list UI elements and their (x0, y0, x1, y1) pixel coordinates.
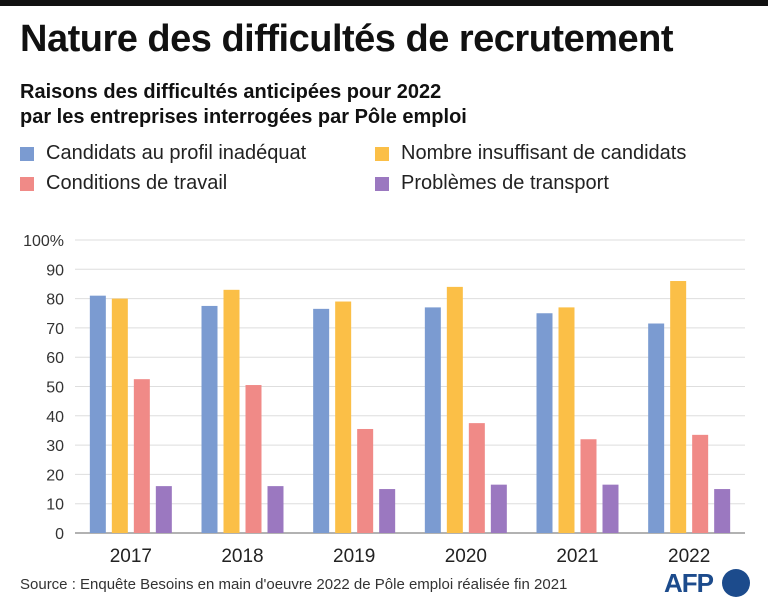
bar-2017-series-1 (111, 298, 128, 533)
bar-2020-series-1 (446, 286, 463, 533)
legend-label-transport: Problèmes de transport (401, 172, 609, 194)
bar-2019-series-0 (313, 308, 330, 533)
legend-swatch-conditions (20, 176, 34, 191)
bar-2018-series-0 (201, 305, 218, 533)
chart-title: Nature des difficultés de recrutement (20, 18, 674, 60)
y-tick-label: 90 (46, 262, 64, 279)
x-tick-label: 2017 (110, 546, 152, 567)
legend-item-conditions: Conditions de travail (20, 172, 227, 195)
bar-2022-series-0 (648, 323, 665, 533)
bar-2021-series-0 (536, 313, 553, 533)
afp-logo-text: AFP (664, 568, 714, 598)
y-tick-label: 40 (46, 409, 64, 426)
bar-2017-series-3 (155, 486, 172, 533)
legend: Candidats au profil inadéquat Nombre ins… (20, 142, 760, 202)
legend-label-conditions: Conditions de travail (46, 172, 228, 194)
bar-2022-series-1 (670, 281, 687, 533)
bar-2018-series-2 (245, 385, 262, 533)
legend-label-profil: Candidats au profil inadéquat (46, 142, 307, 164)
y-tick-label: 60 (46, 350, 64, 367)
y-tick-label: 30 (46, 438, 64, 455)
bar-chart: 0 10 20 30 40 50 60 70 80 90 100% 2017 2018 2019 2020 2… (23, 233, 745, 567)
bar-2022-series-2 (692, 434, 709, 533)
bar-2018-series-1 (223, 289, 240, 533)
subtitle-line-2: par les entreprises interrogées par Pôle… (20, 106, 467, 128)
y-tick-label: 50 (46, 380, 64, 397)
y-tick-label: 100% (23, 233, 64, 250)
legend-item-profil: Candidats au profil inadéquat (20, 142, 306, 165)
afp-logo: AFP (664, 566, 754, 602)
legend-swatch-transport (375, 176, 389, 191)
bar-2020-series-2 (468, 423, 485, 533)
legend-swatch-profil (20, 146, 34, 161)
bar-2020-series-3 (490, 484, 507, 533)
bar-2019-series-3 (379, 489, 396, 533)
bar-2019-series-1 (335, 301, 352, 533)
legend-swatch-nombre (375, 146, 389, 161)
legend-item-transport: Problèmes de transport (375, 172, 609, 195)
bar-2017-series-0 (89, 295, 106, 533)
bar-2022-series-3 (714, 489, 731, 533)
bar-2021-series-3 (602, 484, 619, 533)
y-tick-label: 80 (46, 292, 64, 309)
x-tick-label: 2018 (221, 546, 263, 567)
bar-2021-series-1 (558, 307, 575, 533)
legend-item-nombre: Nombre insuffisant de candidats (375, 142, 686, 165)
y-tick-label: 70 (46, 321, 64, 338)
bar-2017-series-2 (133, 379, 150, 533)
legend-label-nombre: Nombre insuffisant de candidats (401, 142, 687, 164)
top-rule (0, 0, 768, 6)
chart-subtitle: Raisons des difficultés anticipées pour … (20, 80, 467, 130)
x-tick-label: 2022 (668, 546, 710, 567)
bar-2021-series-2 (580, 439, 597, 533)
y-tick-label: 0 (55, 526, 64, 543)
x-tick-label: 2020 (445, 546, 487, 567)
bar-2019-series-2 (357, 428, 374, 533)
x-tick-label: 2019 (333, 546, 375, 567)
bar-2018-series-3 (267, 486, 284, 533)
afp-logo-dot (722, 569, 750, 597)
source-note: Source : Enquête Besoins en main d'oeuvr… (20, 576, 568, 593)
bar-2020-series-0 (424, 307, 441, 533)
y-tick-label: 20 (46, 467, 64, 484)
subtitle-line-1: Raisons des difficultés anticipées pour … (20, 81, 442, 103)
y-tick-label: 10 (46, 497, 64, 514)
x-tick-label: 2021 (556, 546, 598, 567)
